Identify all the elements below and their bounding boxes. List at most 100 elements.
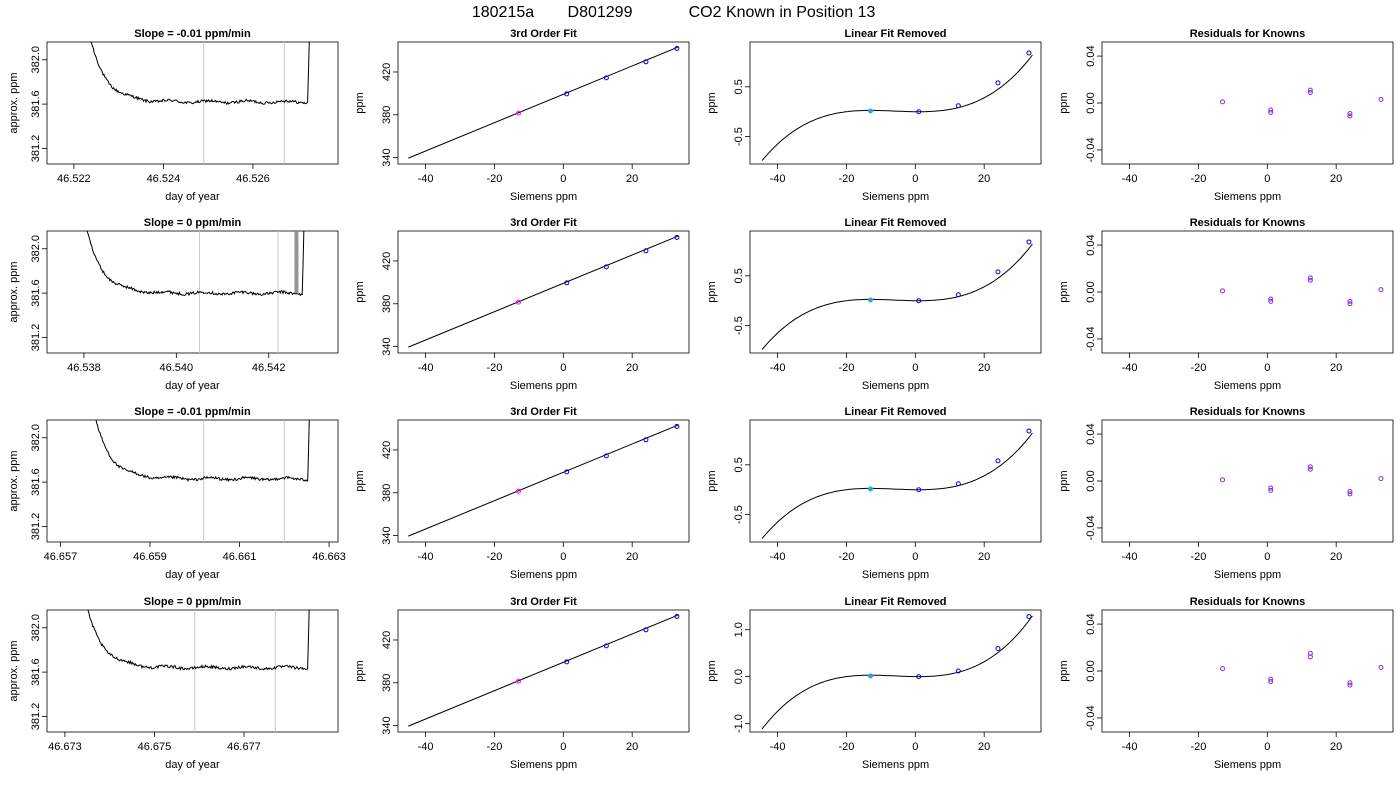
x-axis-label: Siemens ppm [862, 380, 929, 392]
x-tick-label: 0 [912, 741, 918, 753]
x-tick-label: 0 [560, 362, 566, 374]
panel-title: Slope = -0.01 ppm/min [134, 28, 251, 40]
plot-frame [46, 419, 339, 543]
fit-point [516, 678, 522, 684]
y-tick-label: 382.0 [30, 424, 42, 452]
y-tick-label: 381.2 [30, 324, 42, 352]
y-tick-label: -1.0 [733, 714, 745, 733]
panel-timeseries-row-3: Slope = -0.01 ppm/min 46.657 46.659 46.661 4… [8, 406, 346, 581]
x-axis-label: day of year [165, 569, 220, 581]
panel-title: Slope = 0 ppm/min [144, 217, 242, 229]
panel-title: 3rd Order Fit [510, 596, 577, 608]
x-tick-label: -20 [1190, 741, 1206, 753]
linear-removed-point [955, 103, 961, 109]
panel-residuals-row-4: Residuals for Knowns -40 -20 0 20 -0.04 0.00 0.… [1058, 596, 1394, 771]
trace-line [87, 610, 310, 671]
y-tick-label: 340 [381, 716, 393, 734]
x-tick-label: -40 [770, 173, 786, 185]
residual-point [1268, 298, 1274, 304]
y-axis-label: approx. ppm [8, 261, 20, 322]
plot-area [761, 428, 1033, 539]
y-tick-label: 340 [381, 337, 393, 355]
x-tick-label: -40 [770, 362, 786, 374]
y-tick-label: 0.5 [733, 268, 745, 283]
residual-point [1307, 466, 1313, 472]
x-tick-label: 20 [1330, 173, 1342, 185]
plot-area [1220, 650, 1384, 688]
figure-title-tank: D801299 [568, 4, 633, 21]
plot-frame [749, 230, 1042, 354]
x-tick-label: 20 [626, 741, 638, 753]
x-tick-label: 20 [978, 551, 990, 563]
residual-point [1307, 464, 1313, 470]
panel-timeseries-row-2: Slope = 0 ppm/min 46.538 46.540 46.542 381.2… [8, 217, 339, 392]
x-tick-label: -20 [1190, 551, 1206, 563]
fit-point [516, 299, 522, 305]
plot-area [95, 420, 310, 542]
y-axis-label: ppm [1058, 92, 1070, 113]
residual-curve [761, 615, 1033, 730]
linear-removed-point [868, 486, 874, 492]
fit-line [408, 235, 679, 348]
x-tick-label: 20 [978, 362, 990, 374]
linear-removed-point [995, 458, 1001, 464]
x-tick-label: 20 [1330, 362, 1342, 374]
x-tick-label: 0 [1264, 741, 1270, 753]
linear-removed-point [955, 668, 961, 674]
y-axis-label: ppm [354, 92, 366, 113]
y-tick-label: 381.6 [30, 279, 42, 307]
x-tick-label: 46.661 [223, 551, 257, 563]
panel-title: Linear Fit Removed [844, 596, 946, 608]
x-tick-label: -20 [1190, 173, 1206, 185]
x-tick-label: 20 [1330, 741, 1342, 753]
panel-title: Residuals for Knowns [1190, 596, 1306, 608]
x-tick-label: 46.673 [48, 741, 82, 753]
fit-point [564, 469, 570, 475]
linear-removed-point [1026, 428, 1032, 434]
y-tick-label: 381.2 [30, 703, 42, 731]
x-tick-label: -20 [486, 741, 502, 753]
plot-frame [397, 41, 690, 165]
x-tick-label: -40 [1122, 551, 1138, 563]
plot-area [1220, 275, 1384, 307]
x-tick-label: 46.675 [138, 741, 172, 753]
y-tick-label: 0.5 [733, 79, 745, 94]
fit-point [674, 45, 680, 51]
panel-title: 3rd Order Fit [510, 28, 577, 40]
panel-title: Slope = 0 ppm/min [144, 596, 242, 608]
y-tick-label: 380 [381, 106, 393, 124]
y-axis-label: ppm [706, 470, 718, 491]
x-tick-label: -20 [486, 173, 502, 185]
panel-residuals-row-1: Residuals for Knowns -40 -20 0 20 -0.04 0.00 0.… [1058, 28, 1394, 203]
residual-point [1347, 111, 1353, 117]
x-tick-label: 0 [912, 362, 918, 374]
y-axis-label: ppm [706, 660, 718, 681]
x-axis-label: Siemens ppm [1214, 759, 1281, 771]
panel-linear_removed-row-3: Linear Fit Removed -40 -20 0 20 -0.5 0.5 Siemen… [706, 406, 1042, 581]
residual-point [1347, 489, 1353, 495]
y-tick-label: 380 [381, 484, 393, 502]
y-tick-label: 1.0 [733, 622, 745, 637]
residual-point [1307, 277, 1313, 283]
x-axis-label: Siemens ppm [510, 759, 577, 771]
x-axis-label: Siemens ppm [862, 191, 929, 203]
y-tick-label: 380 [381, 295, 393, 313]
y-tick-label: 0.00 [1085, 92, 1097, 113]
y-axis-label: approx. ppm [8, 450, 20, 511]
y-axis-label: ppm [354, 470, 366, 491]
x-tick-label: -40 [1122, 173, 1138, 185]
y-axis-label: ppm [354, 281, 366, 302]
y-tick-label: -0.04 [1085, 705, 1097, 730]
residual-point [1307, 89, 1313, 95]
plot-area [408, 45, 680, 159]
panel-title: Residuals for Knowns [1190, 406, 1306, 418]
fit-line [408, 46, 679, 159]
residual-point [1220, 477, 1226, 483]
linear-removed-point [955, 292, 961, 298]
linear-removed-point [1026, 50, 1032, 56]
x-tick-label: -40 [418, 173, 434, 185]
y-axis-label: ppm [706, 92, 718, 113]
fit-point [643, 59, 649, 65]
residual-point [1220, 666, 1226, 672]
panel-linear_removed-row-1: Linear Fit Removed -40 -20 0 20 -0.5 0.5 Siemen… [706, 28, 1042, 203]
